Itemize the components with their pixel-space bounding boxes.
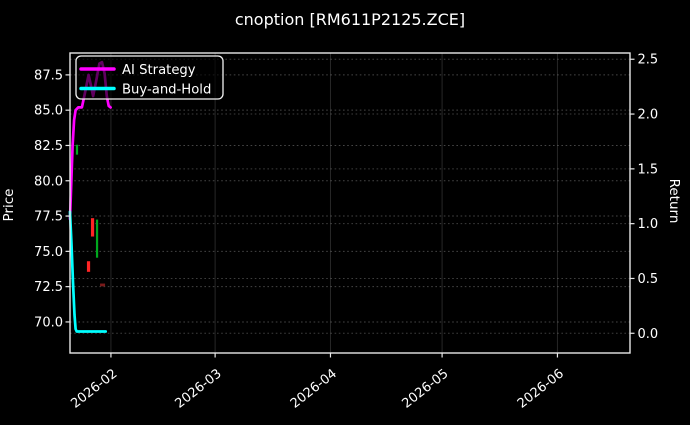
tick-label-return: 0.5 — [638, 272, 659, 287]
tick-label-price: 70.0 — [34, 315, 63, 330]
tick-label-price: 82.5 — [34, 139, 63, 154]
candle-down-dim — [100, 283, 106, 287]
series-line-buy-and-hold — [68, 210, 108, 333]
candle-down — [90, 218, 95, 237]
tick-label-date: 2026-03 — [173, 366, 225, 411]
tick-label-price: 85.0 — [34, 104, 63, 119]
tick-label-price: 77.5 — [34, 210, 63, 225]
tick-label-price: 75.0 — [34, 245, 63, 260]
y-axis-label-price: Price — [1, 188, 17, 222]
tick-label-return: 0.0 — [638, 327, 659, 342]
tick-label-price: 72.5 — [34, 280, 63, 295]
legend-label-ai-strategy: AI Strategy — [122, 63, 196, 78]
chart-title: cnoption [RM611P2125.ZCE] — [234, 10, 466, 29]
plot-border — [69, 52, 631, 354]
tick-label-return: 1.5 — [638, 162, 659, 177]
tick-label-return: 2.0 — [638, 108, 659, 123]
candle-down — [86, 261, 91, 272]
legend-label-buy-and-hold: Buy-and-Hold — [122, 83, 211, 98]
tick-label-date: 2026-04 — [288, 366, 340, 411]
tick-label-price: 87.5 — [34, 68, 63, 83]
tick-label-return: 1.0 — [638, 217, 659, 232]
tick-label-date: 2026-05 — [400, 366, 452, 411]
candle-up — [75, 144, 79, 155]
tick-label-date: 2026-06 — [515, 366, 567, 411]
tick-label-date: 2026-02 — [68, 366, 120, 411]
tick-label-return: 2.5 — [638, 53, 659, 68]
candle-up — [95, 219, 99, 258]
y-axis-label-return: Return — [666, 178, 682, 224]
tick-label-price: 80.0 — [34, 174, 63, 189]
